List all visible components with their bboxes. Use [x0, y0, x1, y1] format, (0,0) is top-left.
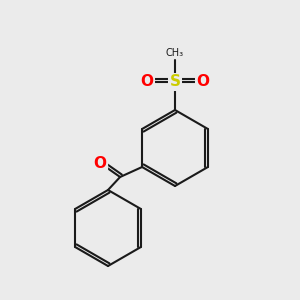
Text: CH₃: CH₃: [166, 48, 184, 58]
Text: O: O: [140, 74, 154, 89]
Text: O: O: [196, 74, 209, 89]
Text: O: O: [94, 155, 106, 170]
Text: S: S: [169, 74, 181, 89]
